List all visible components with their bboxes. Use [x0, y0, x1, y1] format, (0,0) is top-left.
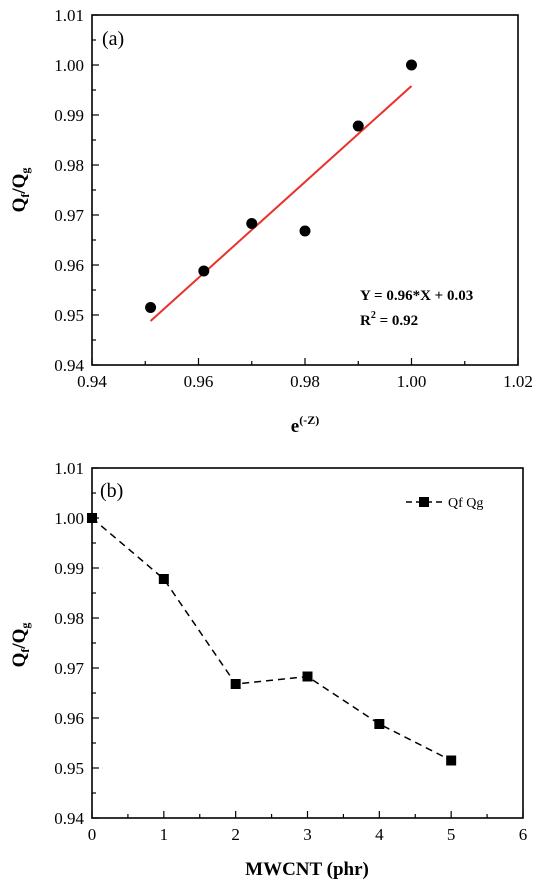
panel-a-y-axis-title: Qf/Qg [9, 168, 32, 213]
panel-a-label: (a) [102, 28, 124, 50]
x-tick-label: 5 [447, 825, 456, 844]
y-tick-label: 0.97 [54, 659, 84, 678]
data-point-marker [446, 755, 457, 766]
x-tick-label: 0.94 [77, 372, 107, 391]
panel-a-chart: 0.94 0.96 0.98 1.00 1.02 0.940.950.960.970.9… [9, 6, 533, 437]
y-tick-label: 0.95 [54, 759, 84, 778]
y-tick-label: 1.01 [54, 6, 84, 25]
panel-b-x-ticks: 0 1 2 3 4 5 6 [88, 811, 528, 844]
panel-b-x-axis-title: MWCNT (phr) [245, 859, 369, 880]
fit-line [149, 85, 413, 322]
panel-a-y-ticks: 0.94 0.95 0.96 0.97 0.98 0.99 1.00 1.01 [54, 6, 99, 375]
data-point-marker [230, 679, 241, 689]
x-tick-label: 1.00 [397, 372, 427, 391]
y-tick-label: 0.94 [54, 809, 84, 828]
y-tick-label: 0.98 [54, 609, 84, 628]
data-point [299, 225, 311, 237]
y-tick-label: 0.96 [54, 256, 84, 275]
y-tick-label: 1.00 [54, 509, 84, 528]
r-squared-label: R2 = 0.92 [360, 310, 418, 329]
legend: Qf Qg [406, 496, 483, 511]
y-tick-label: 0.96 [54, 709, 84, 728]
x-tick-label: 0 [88, 825, 97, 844]
y-tick-label: 0.98 [54, 156, 84, 175]
data-point-marker [158, 574, 169, 584]
legend-label: Qf Qg [448, 496, 483, 511]
panel-a-x-ticks: 0.94 0.96 0.98 1.00 1.02 [77, 358, 533, 391]
data-point-marker [374, 719, 385, 729]
data-point [198, 265, 210, 277]
y-tick-label: 0.99 [54, 106, 84, 125]
x-tick-label: 3 [303, 825, 312, 844]
x-tick-label: 2 [231, 825, 240, 844]
series-line [91, 517, 452, 762]
panel-a-plot-frame [91, 14, 519, 366]
y-tick-label: 0.99 [54, 559, 84, 578]
panel-b-label: (b) [100, 480, 123, 502]
y-tick-label: 0.94 [54, 356, 84, 375]
panel-b-marks [87, 513, 457, 766]
x-tick-label: 1 [160, 825, 169, 844]
y-tick-label: 0.97 [54, 206, 84, 225]
panel-a-x-axis-title: e(-Z) [291, 413, 319, 437]
panel-a-marks [145, 59, 417, 322]
x-tick-label: 6 [519, 825, 528, 844]
fit-equation-label: Y = 0.96*X + 0.03 [360, 288, 473, 304]
y-tick-label: 1.00 [54, 56, 84, 75]
legend-marker [419, 497, 429, 507]
data-point [406, 59, 417, 71]
data-point-marker [87, 513, 97, 523]
data-point [145, 302, 157, 313]
x-tick-label: 0.98 [290, 372, 320, 391]
panel-b-plot-frame [91, 467, 524, 819]
y-tick-label: 1.01 [54, 459, 84, 478]
y-tick-label: 0.95 [54, 306, 84, 325]
panel-b-chart: 0 1 2 3 4 5 6 0.94 0.95 0.96 0.97 0.98 0.99 1.00 1.01… [9, 459, 527, 880]
data-point [246, 218, 258, 229]
x-tick-label: 4 [375, 825, 384, 844]
data-point-marker [302, 671, 313, 682]
x-tick-label: 0.96 [184, 372, 214, 391]
x-tick-label: 1.02 [503, 372, 533, 391]
data-point [352, 120, 364, 132]
panel-b-y-axis-title: Qf/Qg [9, 623, 32, 668]
